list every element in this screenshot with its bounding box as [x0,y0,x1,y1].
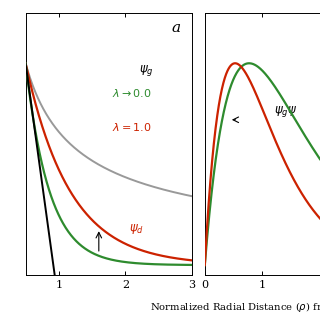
Text: a: a [171,21,180,35]
Text: $\lambda=1.0$: $\lambda=1.0$ [112,121,152,133]
Text: $\psi_g\psi$: $\psi_g\psi$ [274,104,297,119]
Text: $\psi_g$: $\psi_g$ [139,63,153,78]
Text: $\psi_d$: $\psi_d$ [129,222,144,236]
Text: Normalized Radial Distance ($\rho$) from Vortex: Normalized Radial Distance ($\rho$) from… [150,300,320,314]
Text: $\lambda\to0.0$: $\lambda\to0.0$ [112,87,152,99]
